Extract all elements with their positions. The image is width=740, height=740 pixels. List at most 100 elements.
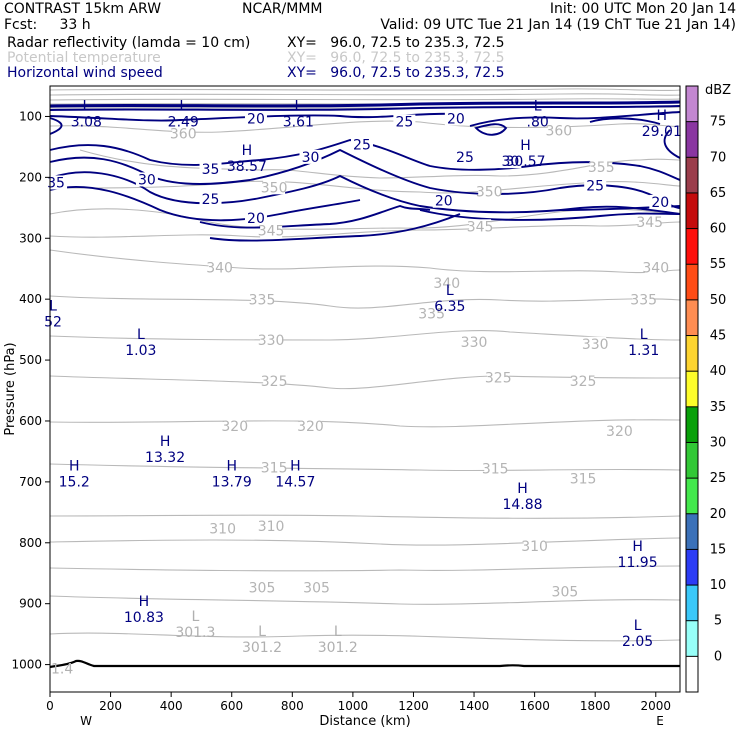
y-axis-label: Pressure (hPa) xyxy=(3,342,18,435)
extremum-letter: H xyxy=(657,108,668,124)
contour-label: 345 xyxy=(467,219,494,235)
x-axis-label: Distance (km) xyxy=(319,714,410,729)
contour-label-bg xyxy=(487,370,510,385)
contour-label: 20 xyxy=(247,211,265,227)
init-time: Init: 00 UTC Mon 20 Jan 14 xyxy=(550,1,736,17)
colorbar-tick-label: 5 xyxy=(714,614,722,629)
contour-label: 35 xyxy=(47,175,65,191)
extremum-value: 10.83 xyxy=(124,610,164,626)
contour-label-bg xyxy=(523,539,546,554)
y-tick-label: 700 xyxy=(19,475,42,489)
contour-label-bg xyxy=(244,210,267,225)
contour-label: 325 xyxy=(485,370,512,386)
colorbar-swatch xyxy=(686,264,698,300)
contour-label: 20 xyxy=(447,111,465,127)
contour-label: 310 xyxy=(258,519,285,535)
contour-label: 345 xyxy=(636,215,663,231)
x-tick-label: 0 xyxy=(46,699,54,713)
contour-label-bg xyxy=(632,292,655,307)
extremum-value: 30.57 xyxy=(505,154,545,170)
colorbar-tick-label: 60 xyxy=(710,222,727,237)
colorbar-tick-label: 45 xyxy=(710,329,727,344)
field-name-wind: Horizontal wind speed xyxy=(7,65,163,81)
extremum-letter: L xyxy=(137,327,145,343)
extremum-value: 14.88 xyxy=(502,497,542,513)
extremum-letter: H xyxy=(520,138,531,154)
field-xy-theta: XY= 96.0, 72.5 to 235.3, 72.5 xyxy=(287,50,505,66)
y-tick-label: 500 xyxy=(19,353,42,367)
dbz-colorbar: 0 5 10 15 20 25 30 35 40 45 50 55 60 65 70 75 xyxy=(685,85,727,693)
extremum-letter: H xyxy=(290,459,301,475)
extremum-value: 29.01 xyxy=(642,124,682,140)
contour-label: 305 xyxy=(303,580,330,596)
contour-label-bg xyxy=(453,149,476,164)
contour-label-bg xyxy=(590,160,613,175)
colorbar-tick-label: 25 xyxy=(710,471,727,486)
extremum-letter: L xyxy=(49,298,57,314)
extremum-value: 6.35 xyxy=(434,299,465,315)
colorbar-tick-label: 10 xyxy=(710,578,727,593)
contour-label: 340 xyxy=(433,276,460,292)
colorbar-tick-label: 70 xyxy=(710,150,727,165)
colorbar-swatch xyxy=(686,478,698,514)
contour-label: 340 xyxy=(206,261,233,277)
colorbar-swatch xyxy=(686,157,698,193)
contour-label-bg xyxy=(199,162,222,177)
contour-label-bg xyxy=(435,275,458,290)
extremum-letter: L xyxy=(82,99,90,115)
extremum-value: 14.57 xyxy=(275,475,315,491)
colorbar-swatch xyxy=(686,406,698,443)
contour-label: 340 xyxy=(642,261,669,277)
contour-label-bg xyxy=(45,175,68,190)
contour-label-bg xyxy=(263,373,286,388)
extremum-value: 52 xyxy=(44,314,62,330)
contour-label-bg xyxy=(649,194,672,209)
contour-label: 30 xyxy=(501,154,519,170)
contour-label-bg xyxy=(644,260,667,275)
extremum-value: .80 xyxy=(527,115,549,131)
colorbar-tick-label: 20 xyxy=(710,507,727,522)
contour-label-bg xyxy=(251,292,274,307)
contour-label: 310 xyxy=(209,521,236,537)
colorbar-tick-label: 50 xyxy=(710,293,727,308)
contour-label: 315 xyxy=(482,462,509,478)
x-tick-label: 200 xyxy=(99,699,122,713)
contour-label-bg xyxy=(638,215,661,230)
extremum-value: 13.32 xyxy=(145,450,185,466)
contour-label: 350 xyxy=(476,185,503,201)
contour-label: 25 xyxy=(456,150,474,166)
colorbar-swatch xyxy=(686,371,698,407)
extrema-labels: H38.57H30.57H29.01L3.08L2.49L3.61L.80L30… xyxy=(44,99,682,678)
contour-label-bg xyxy=(244,111,267,126)
contour-label-bg xyxy=(135,172,158,187)
contour-label-bg xyxy=(553,584,576,599)
colorbar-tick-label: 15 xyxy=(710,542,727,557)
contour-label-bg xyxy=(199,191,222,206)
colorbar-tick-label: 65 xyxy=(710,186,727,201)
contour-label: 345 xyxy=(258,224,285,240)
field-xy-reflectivity: XY= 96.0, 72.5 to 235.3, 72.5 xyxy=(287,35,505,51)
contour-label: 320 xyxy=(221,419,248,435)
extremum-value: 15.2 xyxy=(59,475,90,491)
colorbar-unit: dBZ xyxy=(705,83,731,98)
contour-label-bg xyxy=(299,149,322,164)
contour-label: 330 xyxy=(461,335,488,351)
extremum-letter: L xyxy=(334,624,342,640)
contour-label-bg xyxy=(350,137,373,152)
y-tick-label: 900 xyxy=(19,597,42,611)
contour-label: 330 xyxy=(258,333,285,349)
x-tick-label: 1200 xyxy=(398,699,429,713)
x-tick-label: 1600 xyxy=(519,699,550,713)
contour-label: 305 xyxy=(249,580,276,596)
contour-label-bg xyxy=(444,111,467,126)
colorbar-swatch xyxy=(686,513,698,550)
contour-label-bg xyxy=(305,580,328,595)
colorbar-swatch xyxy=(686,656,698,692)
contour-label: 20 xyxy=(435,194,453,210)
valid-time: Valid: 09 UTC Tue 21 Jan 14 (19 ChT Tue … xyxy=(380,17,736,33)
contour-label-bg xyxy=(469,219,492,234)
contour-label: 335 xyxy=(418,306,445,322)
extremum-value: 301.2 xyxy=(318,640,358,656)
contour-label-bg xyxy=(584,336,607,351)
y-tick-label: 400 xyxy=(19,292,42,306)
